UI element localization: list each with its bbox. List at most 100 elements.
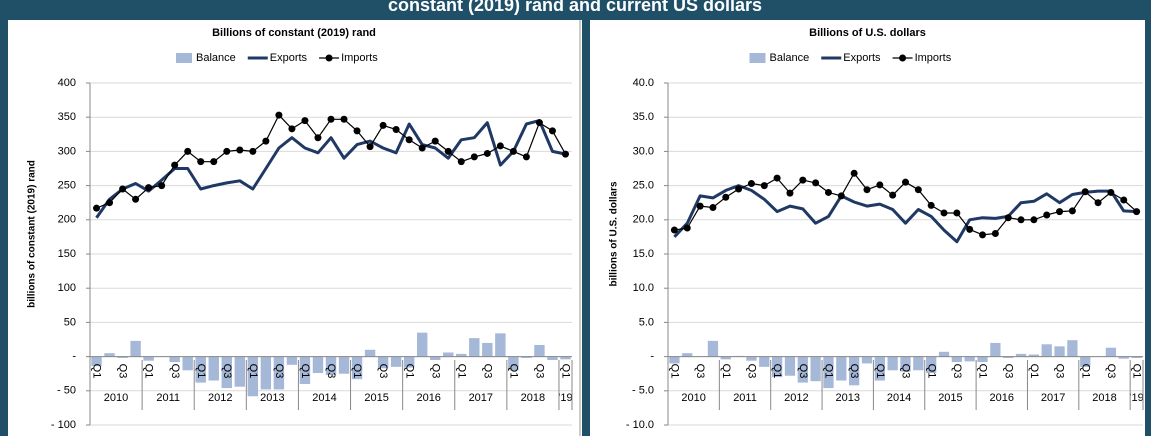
marker: [1043, 211, 1051, 219]
marker: [1120, 196, 1128, 204]
bar: [547, 356, 558, 361]
bar: [456, 353, 467, 357]
marker: [773, 174, 781, 182]
marker: [496, 142, 504, 150]
marker: [249, 147, 257, 155]
bar: [534, 344, 545, 357]
marker: [747, 180, 755, 188]
y-tick-label: 300: [58, 145, 76, 157]
y-axis-label: billions of constant (2019) rand: [27, 160, 38, 308]
marker: [405, 136, 413, 144]
marker: [812, 179, 820, 187]
bar: [443, 352, 454, 357]
bar: [746, 356, 757, 361]
x-tick-label: Q1: [403, 364, 415, 379]
bar: [117, 356, 128, 358]
bar: [836, 356, 847, 381]
bar: [469, 338, 480, 357]
bar: [900, 356, 911, 372]
x-tick-label: Q3: [848, 364, 860, 379]
bar: [938, 351, 950, 357]
bar: [143, 356, 154, 361]
y-tick-label: 25.0: [633, 180, 654, 192]
marker: [1017, 216, 1025, 224]
marker: [966, 225, 974, 233]
marker: [735, 185, 743, 193]
bar: [797, 356, 808, 383]
x-tick-label: Q1: [299, 364, 311, 379]
x-tick-label: Q1: [823, 364, 835, 379]
marker: [722, 193, 730, 201]
marker: [509, 147, 517, 155]
y-tick-label: 250: [58, 180, 76, 192]
marker: [457, 158, 465, 166]
marker: [483, 149, 491, 157]
x-tick-label: Q3: [797, 364, 809, 379]
marker: [1094, 199, 1102, 207]
y-tick-label: 30.0: [633, 145, 654, 157]
year-label: 2014: [312, 392, 336, 404]
chart-title: Billions of U.S. dollars: [809, 27, 926, 39]
bar: [759, 356, 770, 367]
marker: [548, 127, 556, 135]
marker: [171, 161, 179, 169]
bar: [1028, 354, 1040, 357]
panel: [8, 20, 582, 436]
x-tick-label: Q3: [1002, 364, 1014, 379]
marker: [850, 169, 858, 177]
x-tick-label: Q1: [560, 364, 572, 379]
x-tick-label: Q1: [925, 364, 937, 379]
x-tick-label: Q1: [351, 364, 363, 379]
marker: [158, 182, 166, 190]
bar: [926, 356, 937, 374]
year-label: 2014: [887, 392, 911, 404]
bar: [1054, 346, 1065, 357]
marker: [876, 181, 884, 189]
y-tick-label: - 5.0: [632, 385, 654, 397]
x-tick-label: Q1: [977, 364, 989, 379]
y-tick-label: 100: [58, 282, 76, 294]
x-tick-label: Q3: [1105, 364, 1117, 379]
bar: [1041, 344, 1052, 357]
bar: [823, 356, 834, 389]
y-tick-label: - 50: [57, 385, 76, 397]
marker: [863, 186, 871, 194]
bar: [1131, 356, 1142, 358]
marker: [927, 201, 935, 209]
marker: [184, 147, 192, 155]
bar: [810, 356, 821, 382]
year-label: 2017: [469, 392, 493, 404]
bar: [682, 353, 693, 357]
marker: [210, 158, 218, 166]
marker: [340, 115, 348, 123]
marker: [353, 127, 361, 135]
marker: [106, 199, 114, 207]
bar: [1118, 356, 1129, 359]
x-tick-label: Q3: [429, 364, 441, 379]
bar: [130, 340, 141, 357]
marker: [760, 182, 768, 190]
x-tick-label: Q3: [481, 364, 493, 379]
bar: [338, 356, 350, 374]
bar: [286, 356, 298, 365]
x-tick-label: Q3: [1054, 364, 1066, 379]
bar: [669, 356, 680, 364]
marker: [940, 209, 948, 217]
marker: [991, 229, 999, 237]
marker: [1081, 188, 1089, 196]
x-tick-label: Q3: [169, 364, 181, 379]
bar: [273, 356, 285, 390]
bar: [874, 356, 885, 381]
year-label: 2017: [1041, 392, 1065, 404]
bar: [1067, 340, 1078, 357]
legend-label: Exports: [843, 52, 881, 64]
bar: [247, 356, 259, 397]
x-tick-label: Q3: [221, 364, 233, 379]
marker: [262, 137, 270, 145]
year-label: 2018: [1092, 392, 1116, 404]
marker: [418, 144, 426, 152]
legend-swatch: [325, 54, 333, 62]
bar: [91, 356, 102, 367]
x-tick-label: Q1: [720, 364, 732, 379]
